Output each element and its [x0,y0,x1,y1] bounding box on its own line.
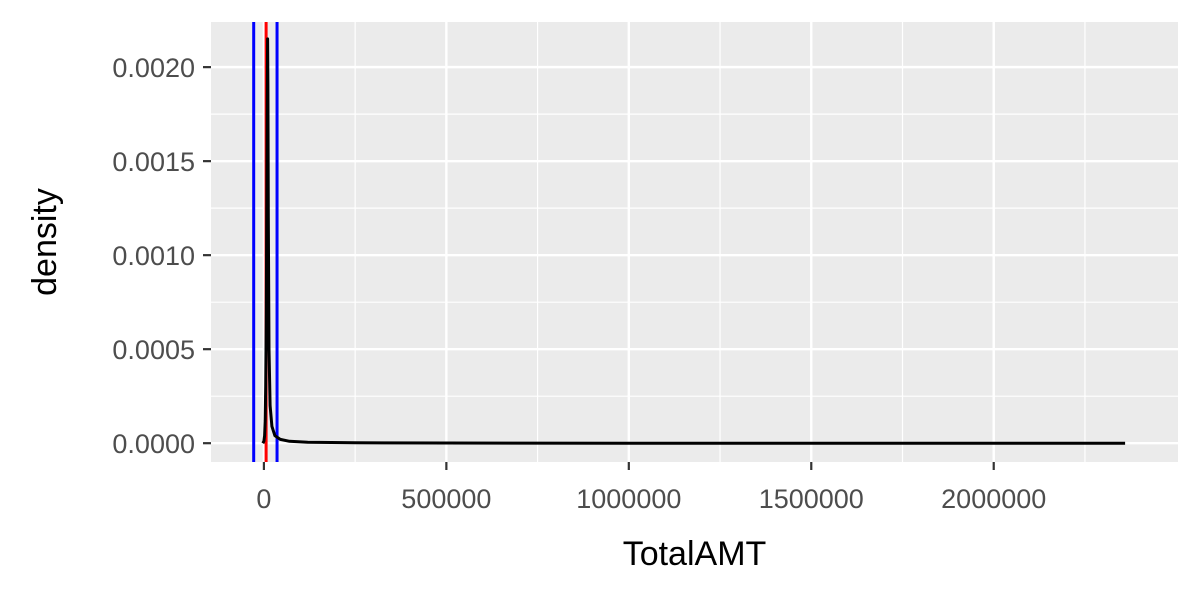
series-group [261,37,1126,445]
y-axis: 0.0000 0.0005 0.0010 0.0015 0.0020 [112,53,211,459]
x-tick-label: 1500000 [759,484,864,514]
y-tick-label: 0.0005 [112,335,195,365]
y-tick-label: 0.0000 [112,429,195,459]
y-tick-label: 0.0010 [112,241,195,271]
x-axis: 0 500000 1000000 1500000 2000000 [256,462,1046,514]
x-axis-title: TotalAMT [623,535,767,573]
x-tick-label: 500000 [401,484,491,514]
x-tick-label: 2000000 [941,484,1046,514]
plot-panel [211,22,1178,462]
y-tick-label: 0.0020 [112,53,195,83]
y-axis-title: density [26,188,64,296]
minor-gridlines [211,22,1178,462]
x-tick-label: 1000000 [576,484,681,514]
y-tick-label: 0.0015 [112,147,195,177]
x-tick-label: 0 [256,484,271,514]
density-line [261,37,1126,445]
